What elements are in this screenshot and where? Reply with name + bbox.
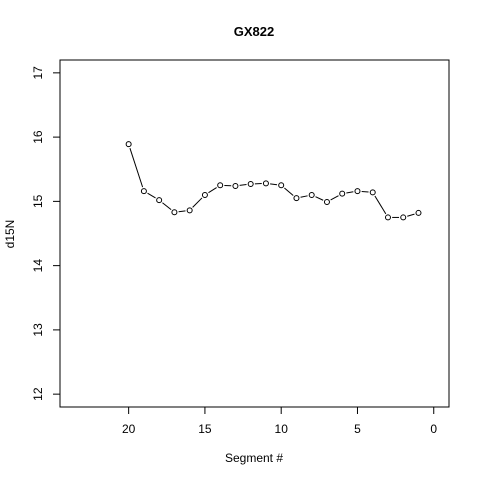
series-line-segment xyxy=(239,184,247,186)
series-line-segment xyxy=(162,202,172,211)
x-axis-label: Segment # xyxy=(225,451,283,465)
series-line-segment xyxy=(178,210,186,213)
data-point xyxy=(232,182,239,189)
series-points xyxy=(125,141,422,221)
series-line-segment xyxy=(300,195,308,198)
y-tick-label: 15 xyxy=(31,194,45,208)
series-line-segment xyxy=(346,191,354,194)
x-tick-label: 20 xyxy=(122,422,136,436)
x-tick-label: 10 xyxy=(275,422,289,436)
series-line-segment xyxy=(270,183,278,186)
series-line-segment xyxy=(315,196,324,201)
plot-frame xyxy=(59,59,450,408)
series-line-segment xyxy=(147,192,156,199)
data-point xyxy=(140,188,147,195)
data-point xyxy=(293,195,300,202)
y-tick-label: 16 xyxy=(31,130,45,144)
data-point xyxy=(354,188,361,195)
data-point xyxy=(262,180,269,187)
data-point xyxy=(339,190,346,197)
data-point xyxy=(186,207,193,214)
x-axis-ticks: 20 15 10 5 0 xyxy=(122,407,437,436)
x-tick-label: 5 xyxy=(354,422,361,436)
data-point xyxy=(278,182,285,189)
chart-title: GX822 xyxy=(234,24,274,39)
series-line-segment xyxy=(407,213,415,217)
x-tick-label: 15 xyxy=(198,422,212,436)
series-line-segment xyxy=(208,187,217,194)
series-line-segment xyxy=(192,197,203,208)
data-point xyxy=(156,197,163,204)
x-tick-label: 0 xyxy=(430,422,437,436)
series-line-segment xyxy=(361,190,369,193)
y-tick-label: 13 xyxy=(31,323,45,337)
data-point xyxy=(369,189,376,196)
data-point xyxy=(217,182,224,189)
data-point xyxy=(171,209,178,216)
series-line-segments xyxy=(129,148,415,218)
series-line-segment xyxy=(374,195,387,215)
series-line-segment xyxy=(330,195,339,201)
data-point xyxy=(384,214,391,221)
data-point xyxy=(400,214,407,221)
y-tick-label: 12 xyxy=(31,387,45,401)
y-tick-label: 14 xyxy=(31,259,45,273)
y-tick-label: 17 xyxy=(31,66,45,80)
data-point xyxy=(125,141,132,148)
data-point xyxy=(247,181,254,188)
data-point xyxy=(308,191,315,198)
data-point xyxy=(201,191,208,198)
series-line-segment xyxy=(129,148,144,188)
series-line-segment xyxy=(284,187,294,196)
data-point xyxy=(323,199,330,206)
y-axis-label: d15N xyxy=(3,220,17,249)
y-axis-ticks: 12 13 14 15 16 17 xyxy=(31,66,60,401)
data-point xyxy=(415,209,422,216)
